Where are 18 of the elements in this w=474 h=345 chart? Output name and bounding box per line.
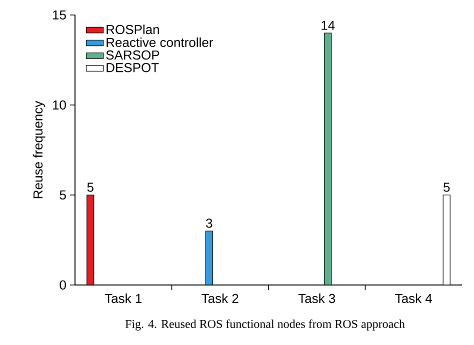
y-tick-label: 10 (53, 100, 66, 110)
data-label: 5 (87, 182, 94, 192)
legend-label: ROSPlan (106, 24, 159, 34)
legend-label: SARSOP (106, 50, 160, 60)
x-tick-label: Task 3 (298, 294, 336, 304)
legend-label: Reactive controller (106, 38, 214, 48)
x-tick-label: Task 2 (202, 294, 238, 304)
data-label: 14 (322, 20, 335, 30)
y-tick-label: 5 (60, 190, 66, 200)
legend-label: DESPOT (106, 63, 159, 72)
caption: Fig. 4. Reused ROS functional nodes from ROS approach (125, 319, 405, 330)
y-axis-title: Reuse frequency (33, 100, 46, 198)
x-tick-label: Task 1 (104, 294, 142, 304)
y-tick-label: 0 (60, 280, 66, 290)
data-label: 5 (444, 182, 450, 192)
data-label: 3 (206, 218, 212, 228)
y-tick-label: 15 (53, 10, 66, 20)
x-tick-label: Task 4 (395, 294, 432, 304)
